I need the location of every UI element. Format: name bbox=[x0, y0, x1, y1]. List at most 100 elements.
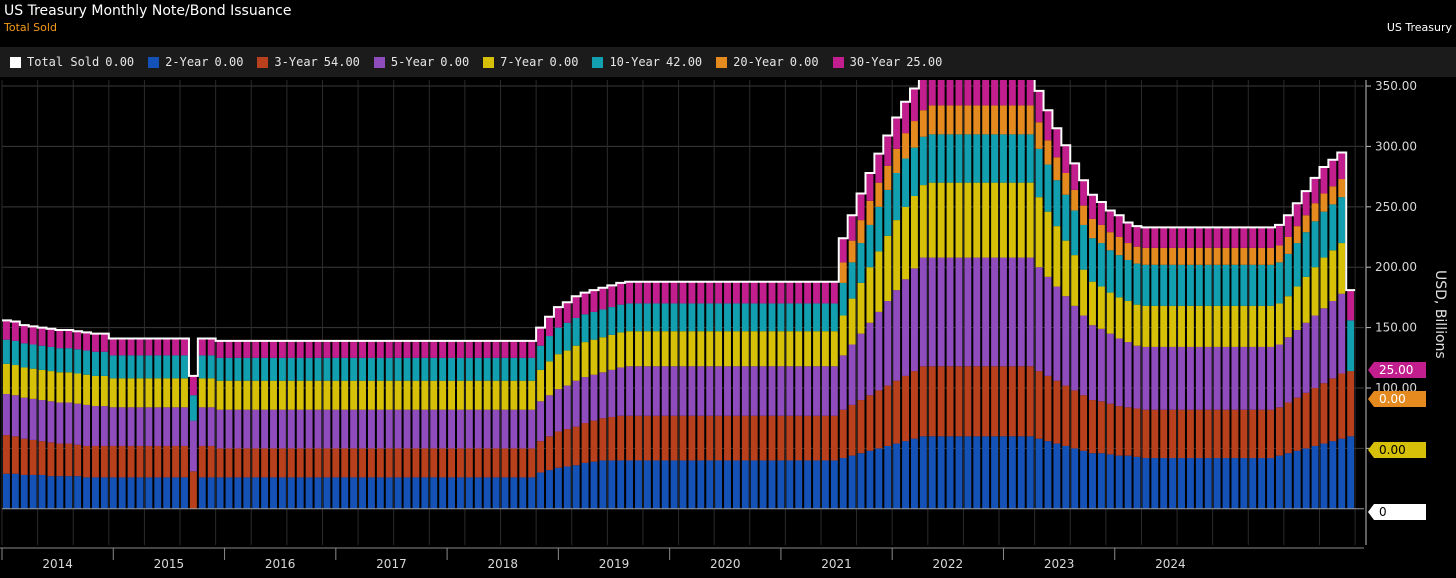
bar-5-year bbox=[11, 395, 19, 437]
bar-20-year bbox=[1008, 105, 1016, 135]
legend-item-3-year[interactable]: 3-Year 54.00 bbox=[257, 55, 360, 69]
bar-10-year bbox=[830, 303, 838, 332]
bar-20-year bbox=[919, 110, 927, 137]
bar-30-year bbox=[1142, 227, 1150, 248]
bar-20-year bbox=[857, 220, 865, 244]
bar-5-year bbox=[1151, 346, 1159, 410]
bar-10-year bbox=[973, 134, 981, 183]
bar-30-year bbox=[270, 340, 277, 358]
bar-10-year bbox=[608, 307, 616, 335]
bar-5-year bbox=[100, 406, 108, 446]
bar-5-year bbox=[946, 257, 954, 367]
bar-30-year bbox=[635, 281, 642, 304]
bar-10-year bbox=[626, 303, 634, 332]
bar-20-year bbox=[1053, 157, 1061, 181]
bar-30-year bbox=[1347, 290, 1355, 321]
bar-20-year bbox=[1151, 247, 1159, 265]
bar-30-year bbox=[20, 325, 28, 344]
bar-7-year bbox=[261, 380, 269, 410]
bar-30-year bbox=[1293, 203, 1301, 227]
bar-5-year bbox=[305, 409, 313, 449]
bar-20-year bbox=[1284, 237, 1292, 254]
bar-7-year bbox=[1204, 305, 1212, 347]
bar-30-year bbox=[394, 340, 402, 358]
bar-2-year bbox=[795, 460, 803, 509]
bar-30-year bbox=[163, 338, 171, 356]
bar-30-year bbox=[296, 340, 304, 358]
bar-7-year bbox=[1169, 305, 1177, 347]
bar-3-year bbox=[501, 448, 509, 478]
bar-7-year bbox=[1311, 267, 1319, 316]
bar-5-year bbox=[403, 409, 411, 449]
bar-2-year bbox=[109, 477, 117, 509]
bar-3-year bbox=[1258, 409, 1266, 459]
bar-3-year bbox=[928, 366, 936, 437]
bar-5-year bbox=[145, 407, 153, 446]
bar-10-year bbox=[1115, 255, 1123, 298]
bar-3-year bbox=[92, 445, 99, 478]
bar-2-year bbox=[207, 477, 215, 509]
bar-10-year bbox=[376, 357, 384, 381]
bar-7-year bbox=[786, 331, 794, 367]
chart-title: US Treasury Monthly Note/Bond Issuance bbox=[4, 3, 292, 19]
bar-2-year bbox=[617, 460, 625, 509]
bar-30-year bbox=[1017, 80, 1025, 106]
y-tick-label: 300.00 bbox=[1375, 139, 1417, 153]
bar-7-year bbox=[1249, 305, 1257, 347]
bar-7-year bbox=[911, 195, 918, 269]
legend-item-total-sold[interactable]: Total Sold 0.00 bbox=[10, 55, 134, 69]
bar-3-year bbox=[1097, 401, 1105, 454]
bar-30-year bbox=[750, 281, 758, 304]
bar-30-year bbox=[154, 338, 162, 356]
legend-item-10-year[interactable]: 10-Year 42.00 bbox=[592, 55, 702, 69]
bar-7-year bbox=[1124, 301, 1132, 343]
bar-10-year bbox=[661, 303, 669, 332]
bar-2-year bbox=[1231, 458, 1239, 509]
bar-3-year bbox=[207, 445, 215, 478]
bar-2-year bbox=[234, 477, 242, 509]
legend-item-5-year[interactable]: 5-Year 0.00 bbox=[373, 55, 469, 69]
bar-7-year bbox=[1115, 297, 1123, 339]
bar-5-year bbox=[1008, 257, 1016, 367]
bar-2-year bbox=[332, 477, 340, 509]
bar-7-year bbox=[1160, 305, 1168, 347]
bar-3-year bbox=[385, 448, 393, 478]
legend-item-7-year[interactable]: 7-Year 0.00 bbox=[483, 55, 578, 69]
bar-5-year bbox=[1124, 342, 1132, 408]
bar-7-year bbox=[866, 267, 874, 323]
bar-5-year bbox=[804, 366, 812, 416]
bar-5-year bbox=[813, 366, 820, 416]
gridlines bbox=[1, 80, 1364, 545]
bar-10-year bbox=[928, 134, 936, 183]
y-tick-label: 150.00 bbox=[1375, 321, 1417, 335]
legend-item-30-year[interactable]: 30-Year 25.00 bbox=[832, 55, 942, 69]
bar-2-year bbox=[1160, 458, 1168, 509]
bar-2-year bbox=[1071, 448, 1079, 509]
bar-7-year bbox=[1222, 305, 1230, 347]
bar-7-year bbox=[741, 331, 749, 367]
x-year-label: 2021 bbox=[821, 557, 852, 571]
bar-2-year bbox=[367, 477, 375, 509]
bar-30-year bbox=[599, 287, 607, 310]
bar-30-year bbox=[928, 80, 936, 106]
bar-5-year bbox=[1320, 308, 1328, 384]
bar-7-year bbox=[359, 380, 366, 410]
bar-10-year bbox=[261, 357, 269, 381]
bar-2-year bbox=[911, 438, 918, 509]
bar-30-year bbox=[367, 340, 375, 358]
bar-10-year bbox=[198, 355, 206, 379]
bar-10-year bbox=[821, 303, 829, 332]
bar-20-year bbox=[1035, 122, 1043, 149]
bar-30-year bbox=[697, 281, 705, 304]
legend-item-20-year[interactable]: 20-Year 0.00 bbox=[716, 55, 819, 69]
bar-5-year bbox=[350, 409, 358, 449]
bar-10-year bbox=[537, 345, 545, 370]
bar-5-year bbox=[492, 409, 500, 449]
bar-10-year bbox=[1169, 264, 1177, 306]
bar-7-year bbox=[287, 380, 295, 410]
x-year-label: 2016 bbox=[265, 557, 296, 571]
bar-3-year bbox=[1186, 409, 1194, 459]
bar-7-year bbox=[893, 220, 901, 291]
legend-item-2-year[interactable]: 2-Year 0.00 bbox=[148, 55, 243, 69]
bar-5-year bbox=[154, 407, 162, 446]
